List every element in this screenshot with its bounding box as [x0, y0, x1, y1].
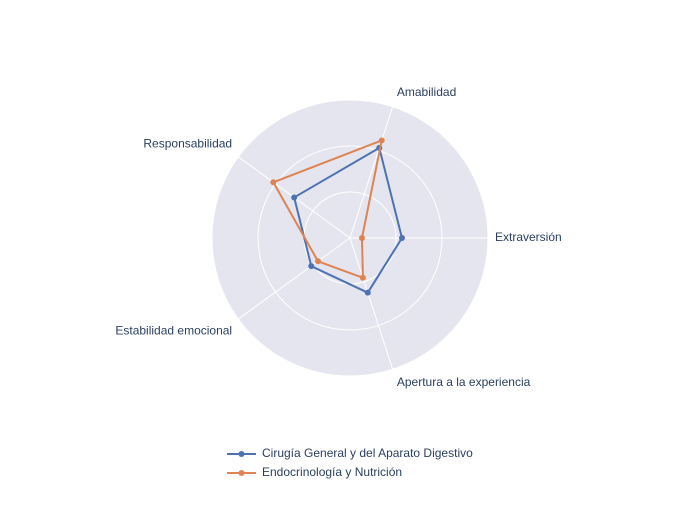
axis-label: Apertura a la experiencia	[397, 375, 531, 389]
axis-line	[349, 237, 397, 381]
axis-line	[349, 95, 397, 239]
legend-label: Endocrinología y Nutrición	[262, 465, 402, 479]
data-point	[314, 258, 321, 265]
axis-line	[228, 149, 351, 239]
data-point	[358, 235, 365, 241]
data-point	[378, 137, 385, 144]
axis-label: Amabilidad	[397, 85, 456, 99]
axis-label: Estabilidad emocional	[115, 324, 232, 338]
legend-marker	[238, 451, 245, 457]
data-point	[364, 289, 371, 296]
data-point	[359, 274, 366, 281]
data-point	[270, 179, 277, 186]
data-point	[308, 263, 315, 270]
legend-marker	[238, 470, 245, 476]
axis-label: Extraversión	[495, 230, 562, 244]
series-line	[271, 138, 384, 280]
axis-line	[228, 237, 351, 327]
data-point	[398, 235, 405, 241]
data-point	[291, 194, 298, 201]
axis-label: Responsabilidad	[143, 137, 232, 151]
legend-label: Cirugía General y del Aparato Digestivo	[262, 446, 473, 460]
series-line	[293, 146, 404, 294]
